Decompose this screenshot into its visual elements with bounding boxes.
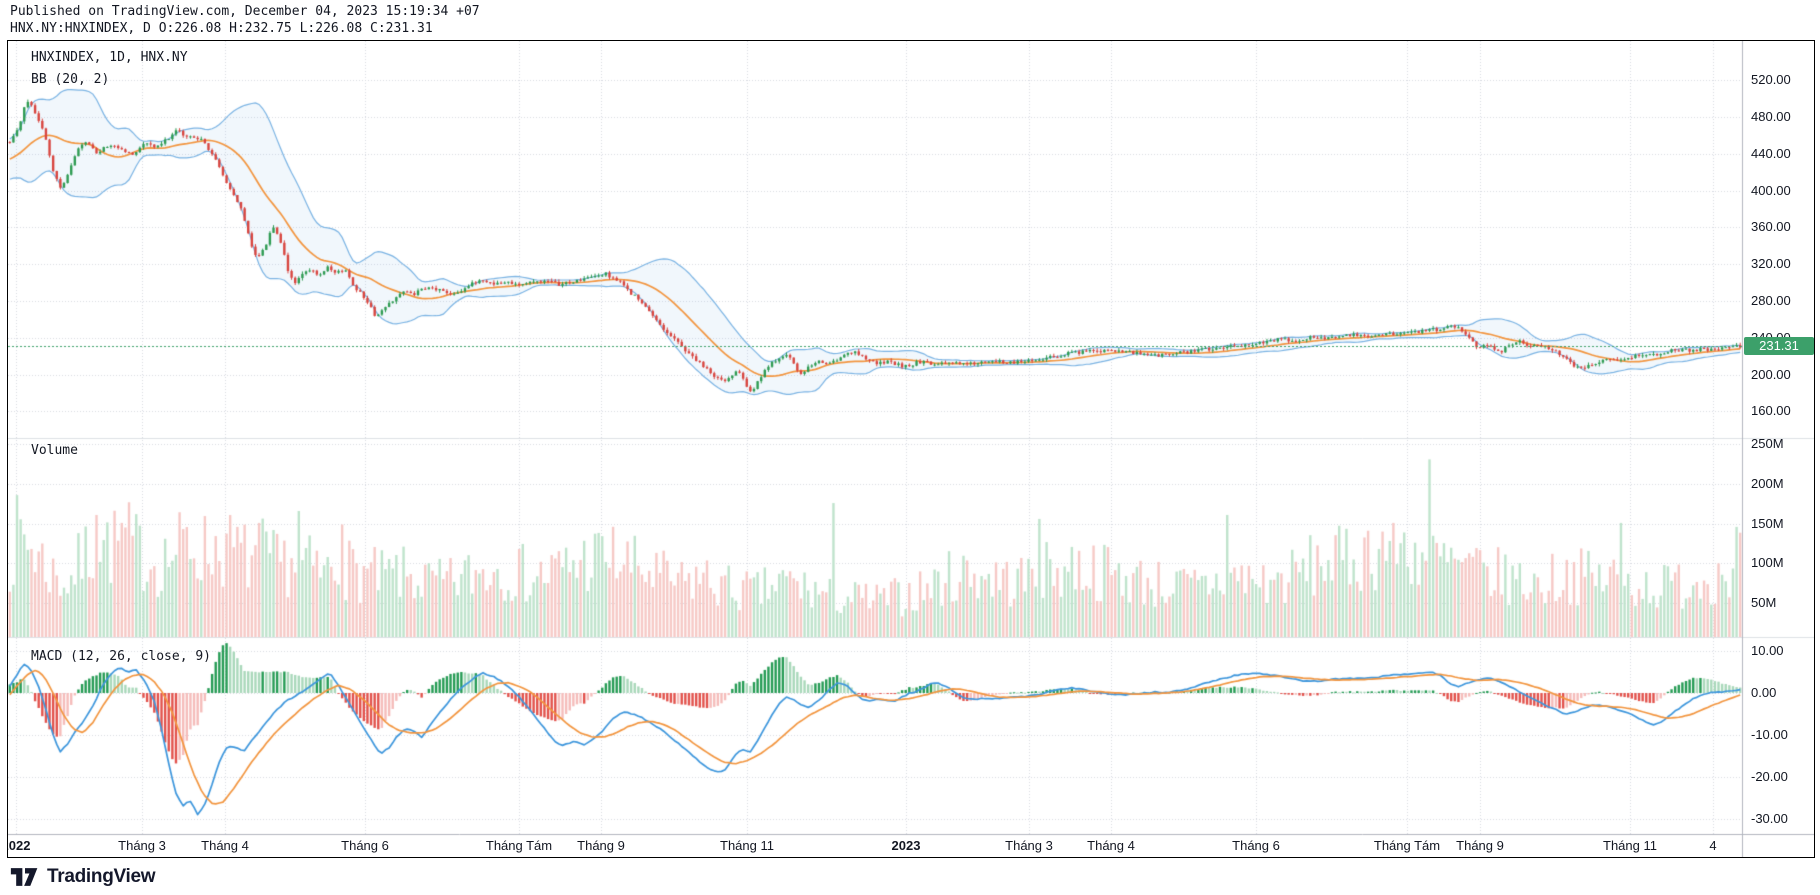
symbol-legend: HNXINDEX, 1D, HNX.NY: [31, 50, 188, 65]
tradingview-mark-icon: [10, 868, 38, 886]
volume-tick-label: 200M: [1751, 475, 1784, 491]
time-axis-label: Tháng 6: [341, 838, 389, 853]
time-axis-label: Tháng 4: [201, 838, 249, 853]
volume-tick-label: 250M: [1751, 436, 1784, 452]
time-axis-label: Tháng Tám: [1373, 838, 1441, 853]
time-axis-label: Tháng 9: [1456, 838, 1504, 853]
time-axis-label: 2023: [891, 838, 921, 853]
price-tick-label: 520.00: [1751, 72, 1791, 88]
time-axis-label: 2022: [8, 838, 31, 853]
time-axis-label: Tháng 3: [118, 838, 166, 853]
chart-canvas[interactable]: [8, 41, 1814, 857]
time-axis-label: Tháng 4: [1087, 838, 1135, 853]
price-tick-label: 160.00: [1751, 403, 1791, 419]
macd-pane-legend: MACD (12, 26, close, 9): [31, 649, 212, 664]
volume-tick-label: 100M: [1751, 555, 1784, 571]
bb-indicator-legend: BB (20, 2): [31, 72, 110, 87]
time-axis-label: 4: [1709, 838, 1717, 853]
tradingview-footer-logo[interactable]: TradingView: [10, 864, 156, 890]
macd-tick-label: -10.00: [1751, 727, 1788, 742]
time-axis-label: Tháng 11: [1603, 838, 1657, 853]
price-tick-label: 400.00: [1751, 182, 1791, 198]
price-tick-label: 440.00: [1751, 145, 1791, 161]
time-axis-label: Tháng 3: [1005, 838, 1053, 853]
macd-tick-label: -20.00: [1751, 769, 1788, 784]
volume-pane-legend: Volume: [31, 443, 78, 458]
macd-tick-label: 10.00: [1751, 643, 1784, 658]
macd-tick-label: 0.00: [1751, 685, 1777, 700]
price-tick-label: 200.00: [1751, 366, 1791, 382]
published-info-line: Published on TradingView.com, December 0…: [10, 4, 480, 19]
price-tick-label: 360.00: [1751, 219, 1791, 235]
chart-widget: HNXINDEX, 1D, HNX.NY BB (20, 2) Volume M…: [7, 40, 1815, 858]
tradingview-wordmark: TradingView: [47, 866, 156, 887]
time-axis-label: Tháng 11: [720, 838, 774, 853]
volume-tick-label: 150M: [1751, 515, 1784, 531]
symbol-ohlc-line: HNX.NY:HNXINDEX, D O:226.08 H:232.75 L:2…: [10, 21, 433, 36]
price-tick-label: 280.00: [1751, 293, 1791, 308]
time-axis-label: Tháng 6: [1232, 838, 1280, 853]
price-tick-label: 480.00: [1751, 109, 1791, 124]
macd-tick-label: -30.00: [1751, 811, 1788, 826]
time-axis-label: Tháng Tám: [485, 838, 553, 853]
volume-tick-label: 50M: [1751, 595, 1777, 610]
price-tick-label: 320.00: [1751, 256, 1791, 272]
time-axis-label: Tháng 9: [577, 838, 625, 853]
last-price-badge: 231.31: [1744, 336, 1814, 355]
